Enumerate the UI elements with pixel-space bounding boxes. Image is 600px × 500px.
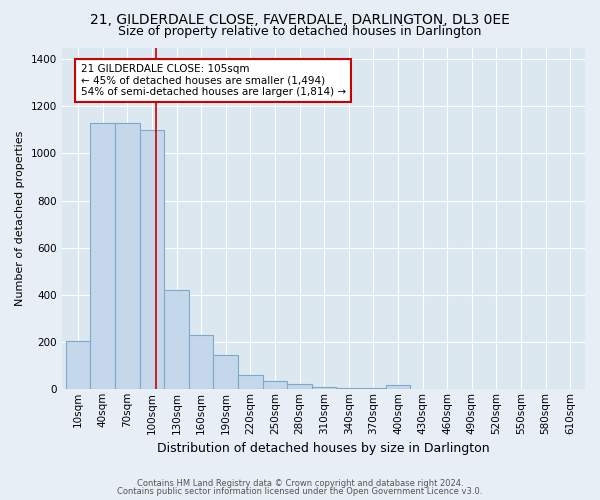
Bar [238, 375, 263, 389]
X-axis label: Distribution of detached houses by size in Darlington: Distribution of detached houses by size … [157, 442, 490, 455]
Text: Contains HM Land Registry data © Crown copyright and database right 2024.: Contains HM Land Registry data © Crown c… [137, 478, 463, 488]
Bar [115, 123, 140, 389]
Bar [386, 386, 410, 389]
Bar [263, 380, 287, 389]
Bar [140, 130, 164, 389]
Bar [312, 386, 337, 389]
Bar [214, 355, 238, 389]
Text: Size of property relative to detached houses in Darlington: Size of property relative to detached ho… [118, 25, 482, 38]
Bar [66, 340, 91, 389]
Bar [337, 388, 361, 389]
Bar [287, 384, 312, 389]
Text: Contains public sector information licensed under the Open Government Licence v3: Contains public sector information licen… [118, 487, 482, 496]
Y-axis label: Number of detached properties: Number of detached properties [15, 130, 25, 306]
Bar [189, 334, 214, 389]
Text: 21 GILDERDALE CLOSE: 105sqm
← 45% of detached houses are smaller (1,494)
54% of : 21 GILDERDALE CLOSE: 105sqm ← 45% of det… [80, 64, 346, 97]
Bar [361, 388, 386, 389]
Bar [164, 290, 189, 389]
Text: 21, GILDERDALE CLOSE, FAVERDALE, DARLINGTON, DL3 0EE: 21, GILDERDALE CLOSE, FAVERDALE, DARLING… [90, 12, 510, 26]
Bar [91, 123, 115, 389]
